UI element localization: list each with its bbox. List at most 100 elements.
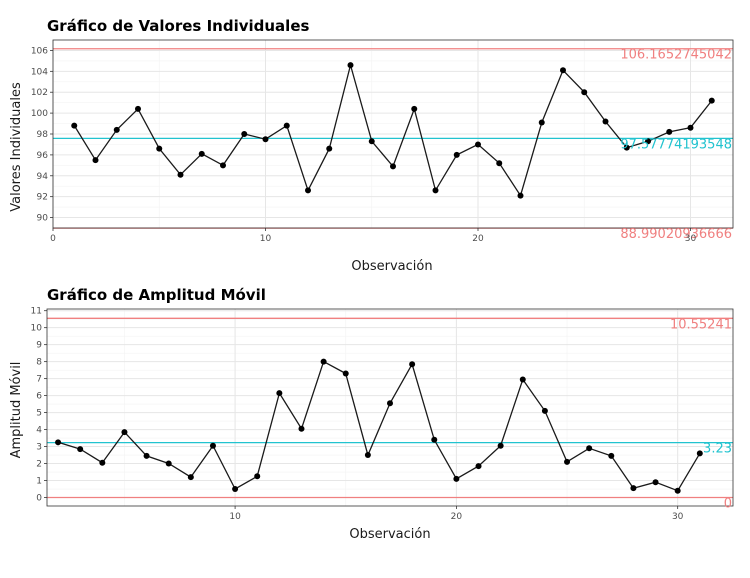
individuals-data-point: [368, 138, 375, 145]
individuals-data-point: [283, 122, 290, 129]
moving-range-lower-control-limit-label: 0: [724, 497, 732, 512]
individuals-data-point: [220, 162, 226, 169]
y-tick-label: 2: [36, 460, 42, 470]
individuals-data-point: [560, 67, 566, 74]
x-tick-label: 10: [260, 234, 272, 244]
moving-range-data-point: [77, 446, 84, 453]
moving-range-data-point: [586, 445, 593, 452]
individuals-data-point: [496, 160, 503, 167]
y-tick-label: 4: [36, 426, 42, 436]
moving-range-data-point: [387, 400, 393, 407]
moving-range-data-point: [564, 458, 571, 465]
y-tick-label: 5: [36, 409, 42, 419]
individuals-y-axis-title: Valores Individuales: [9, 82, 24, 212]
individuals-data-point: [241, 131, 248, 137]
moving-range-data-point: [608, 452, 615, 459]
moving-range-data-point: [143, 452, 150, 459]
individuals-x-axis-title: Observación: [351, 259, 432, 274]
moving-range-data-point: [497, 442, 504, 449]
moving-range-data-point: [364, 452, 371, 459]
individuals-y-axis: 90 92 94 96 98 100 102 104 106: [31, 46, 53, 224]
individuals-data-point: [602, 118, 609, 125]
moving-range-data-point: [187, 474, 194, 481]
moving-range-panel-border: [46, 308, 734, 507]
individuals-data-point: [198, 150, 205, 157]
moving-range-data-point: [342, 370, 349, 377]
moving-range-data-point: [320, 358, 327, 365]
individuals-center-line-label: 97.57774193548: [620, 137, 732, 152]
moving-range-data-point: [232, 486, 239, 493]
moving-range-data-point: [431, 436, 438, 443]
individuals-data-point: [708, 97, 715, 104]
individuals-data-point: [411, 105, 418, 112]
moving-range-data-point: [541, 407, 548, 414]
moving-range-limit-labels: 10.55241 3.23 0: [670, 317, 732, 511]
individuals-data-point: [666, 128, 673, 135]
y-tick-label: 100: [31, 109, 48, 119]
individuals-chart-title: Gráfico de Valores Individuales: [47, 17, 309, 35]
y-tick-label: 1: [36, 477, 42, 487]
moving-range-data-point: [298, 425, 305, 432]
x-tick-label: 30: [672, 512, 684, 522]
individuals-data-point: [390, 163, 396, 170]
moving-range-data-point: [475, 463, 482, 470]
y-tick-label: 8: [36, 358, 42, 368]
individuals-data-point: [517, 192, 524, 199]
individuals-data-point: [156, 145, 163, 152]
moving-range-data-point: [674, 487, 681, 494]
individuals-data-point: [347, 62, 354, 69]
individuals-data-point: [645, 138, 651, 145]
moving-range-data-point: [453, 475, 460, 482]
y-tick-label: 6: [36, 392, 42, 402]
moving-range-chart: Gráfico de Amplitud Móvil 10.55241 3.23 0 …: [9, 286, 734, 542]
moving-range-grid: [47, 309, 733, 506]
moving-range-x-axis-title: Observación: [349, 527, 430, 542]
individuals-data-point: [581, 89, 588, 96]
individuals-grid: [52, 40, 733, 228]
y-tick-label: 94: [37, 172, 49, 182]
individuals-lower-control-limit-label: 88.99020936666: [620, 227, 732, 242]
moving-range-data-point: [254, 473, 261, 480]
moving-range-data-point: [276, 390, 283, 397]
individuals-data-point: [305, 187, 311, 194]
y-tick-label: 7: [36, 375, 42, 385]
x-tick-label: 10: [229, 512, 241, 522]
individuals-data-point: [432, 187, 439, 194]
x-tick-label: 20: [472, 234, 484, 244]
y-tick-label: 11: [31, 307, 42, 317]
moving-range-data-point: [409, 361, 416, 368]
moving-range-data-point: [630, 485, 637, 492]
y-tick-label: 92: [37, 193, 48, 203]
y-tick-label: 102: [31, 88, 48, 98]
y-tick-label: 104: [31, 67, 48, 77]
y-tick-label: 10: [31, 324, 43, 334]
individuals-data-point: [475, 141, 481, 148]
individuals-upper-control-limit-label: 106.1652745042: [620, 48, 732, 63]
x-tick-label: 30: [685, 234, 697, 244]
individuals-data-point: [262, 136, 269, 143]
individuals-data-point: [538, 119, 545, 126]
moving-range-data-point: [519, 376, 526, 383]
moving-range-data-point: [121, 429, 128, 436]
y-tick-label: 96: [37, 151, 49, 161]
y-tick-label: 0: [36, 494, 42, 504]
moving-range-limit-lines: [47, 317, 733, 499]
individuals-data-point: [623, 144, 630, 151]
individuals-series: [71, 62, 715, 199]
individuals-data-point: [135, 105, 141, 112]
individuals-data-point: [453, 151, 460, 158]
y-tick-label: 90: [37, 214, 49, 224]
y-tick-label: 98: [37, 130, 49, 140]
y-tick-label: 106: [31, 46, 48, 56]
moving-range-series: [55, 358, 703, 494]
moving-range-upper-control-limit-label: 10.55241: [670, 317, 732, 332]
moving-range-series-line: [57, 360, 701, 492]
moving-range-y-axis: 0 1 2 3 4 5 6 7 8 9 10 11: [31, 307, 47, 504]
x-tick-label: 20: [451, 512, 463, 522]
y-tick-label: 3: [36, 443, 42, 453]
moving-range-chart-title: Gráfico de Amplitud Móvil: [47, 286, 266, 304]
moving-range-data-point: [652, 479, 659, 486]
individuals-chart: Gráfico de Valores Individuales 106.1652…: [9, 17, 734, 274]
y-tick-label: 9: [36, 341, 42, 351]
